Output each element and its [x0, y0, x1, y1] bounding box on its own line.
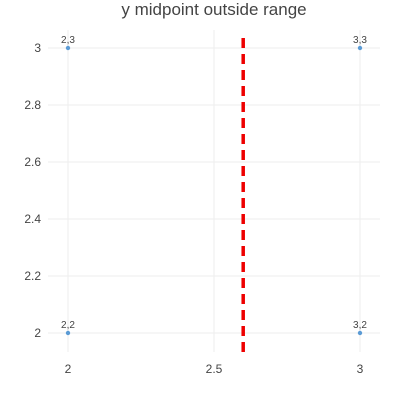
data-point-0	[65, 45, 71, 51]
point-label-0: 2,3	[61, 35, 75, 46]
y-tick-label-2: 2.4	[24, 212, 41, 226]
y-tick-label-5: 3	[34, 41, 41, 55]
chart-title: y midpoint outside range	[121, 0, 306, 19]
x-tick-label-0: 2	[65, 362, 72, 376]
y-axis-ticks: 2 2.2 2.4 2.6 2.8 3	[24, 41, 41, 340]
data-point-3	[357, 330, 363, 336]
grid	[48, 30, 380, 352]
x-axis-ticks: 2 2.5 3	[65, 362, 364, 376]
point-label-1: 3,3	[353, 35, 367, 46]
y-tick-label-4: 2.8	[24, 98, 41, 112]
y-tick-label-0: 2	[34, 326, 41, 340]
points-layer	[65, 45, 363, 336]
x-tick-label-2: 3	[357, 362, 364, 376]
x-tick-label-1: 2.5	[206, 362, 223, 376]
data-point-1	[357, 45, 363, 51]
point-label-2: 2,2	[61, 320, 75, 331]
y-tick-label-3: 2.6	[24, 155, 41, 169]
point-label-3: 3,2	[353, 320, 367, 331]
y-tick-label-1: 2.2	[24, 269, 41, 283]
data-point-2	[65, 330, 71, 336]
point-labels-layer: 2,3 3,3 2,2 3,2	[61, 35, 367, 331]
